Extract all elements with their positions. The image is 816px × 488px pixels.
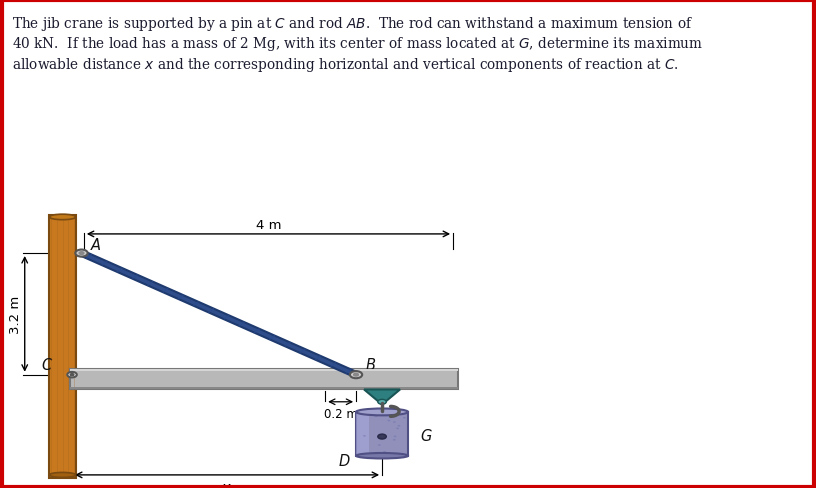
Circle shape — [79, 252, 84, 255]
Circle shape — [375, 416, 377, 417]
Circle shape — [384, 451, 386, 453]
Text: $D$: $D$ — [338, 452, 350, 468]
Text: $x$: $x$ — [221, 480, 233, 488]
Circle shape — [70, 374, 74, 376]
Circle shape — [397, 425, 401, 427]
Ellipse shape — [49, 215, 76, 220]
Text: $G$: $G$ — [420, 427, 432, 443]
Text: $C$: $C$ — [41, 356, 53, 372]
Circle shape — [378, 444, 381, 446]
FancyBboxPatch shape — [69, 387, 458, 389]
Circle shape — [403, 417, 406, 419]
FancyBboxPatch shape — [356, 412, 369, 456]
FancyBboxPatch shape — [49, 215, 76, 478]
Text: 0.2 m: 0.2 m — [324, 407, 357, 420]
Circle shape — [393, 421, 396, 423]
Circle shape — [353, 373, 358, 376]
Polygon shape — [364, 389, 400, 405]
Circle shape — [75, 250, 87, 257]
Circle shape — [361, 414, 364, 415]
Text: The jib crane is supported by a pin at $C$ and rod $AB$.  The rod can withstand : The jib crane is supported by a pin at $… — [12, 15, 703, 74]
FancyBboxPatch shape — [69, 369, 458, 389]
FancyBboxPatch shape — [356, 412, 408, 456]
Circle shape — [388, 420, 390, 422]
Ellipse shape — [356, 453, 408, 459]
Text: $B$: $B$ — [365, 356, 375, 372]
Circle shape — [393, 436, 397, 437]
FancyBboxPatch shape — [69, 369, 458, 372]
Text: 3.2 m: 3.2 m — [9, 295, 22, 333]
Text: $A$: $A$ — [90, 236, 102, 252]
Circle shape — [392, 439, 396, 441]
Circle shape — [396, 427, 399, 429]
Ellipse shape — [356, 408, 408, 415]
Circle shape — [67, 372, 77, 378]
Text: 4 m: 4 m — [255, 218, 282, 231]
Circle shape — [350, 371, 362, 379]
Circle shape — [363, 435, 366, 437]
Circle shape — [378, 434, 386, 439]
Ellipse shape — [49, 472, 76, 477]
Circle shape — [378, 400, 386, 405]
